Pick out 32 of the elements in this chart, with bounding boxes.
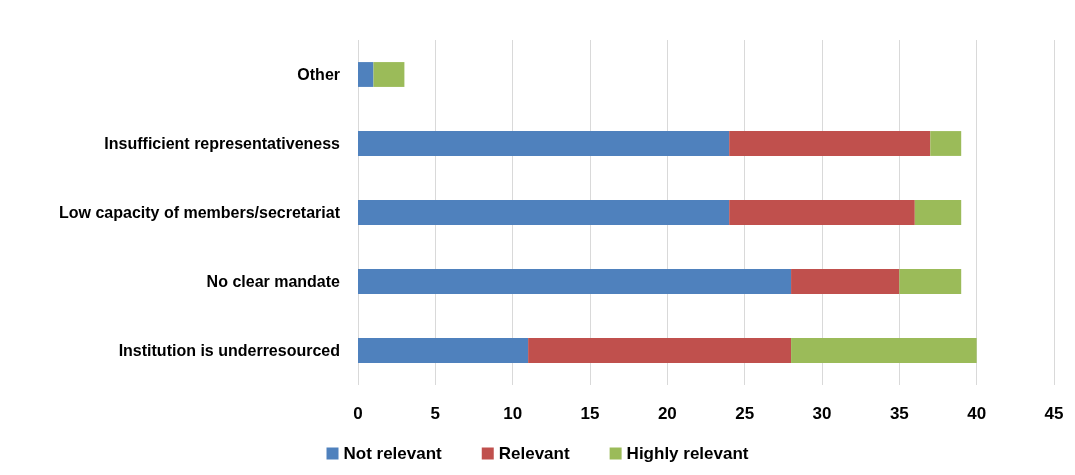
y-tick-label: Low capacity of members/secretariat <box>58 204 341 221</box>
bar <box>729 200 915 225</box>
bar <box>358 62 374 87</box>
bar <box>914 200 962 225</box>
y-tick-label: Insufficient representativeness <box>104 135 341 152</box>
bar <box>358 200 730 225</box>
bar <box>358 131 730 156</box>
x-tick-label: 10 <box>503 404 523 423</box>
y-tick-label: No clear mandate <box>206 273 341 290</box>
bar <box>358 338 529 363</box>
x-tick-label: 25 <box>735 404 755 423</box>
x-tick-label: 0 <box>353 404 363 423</box>
legend-label: Relevant <box>498 444 570 463</box>
x-tick-label: 45 <box>1044 404 1064 423</box>
x-tick-label: 40 <box>967 404 987 423</box>
legend-label: Highly relevant <box>626 444 749 463</box>
x-tick-label: 30 <box>812 404 832 423</box>
bar <box>729 131 931 156</box>
bar <box>528 338 792 363</box>
x-tick-label: 5 <box>430 404 441 423</box>
bar <box>930 131 962 156</box>
bar <box>899 269 962 294</box>
bar <box>358 269 792 294</box>
legend-label: Not relevant <box>343 444 443 463</box>
bar <box>791 269 900 294</box>
bar <box>791 338 977 363</box>
x-tick-label: 15 <box>580 404 600 423</box>
y-tick-label: Institution is underresourced <box>118 342 340 359</box>
y-tick-label: Other <box>297 66 340 83</box>
x-tick-label: 20 <box>657 404 677 423</box>
x-tick-label: 35 <box>889 404 909 423</box>
bar <box>373 62 405 87</box>
